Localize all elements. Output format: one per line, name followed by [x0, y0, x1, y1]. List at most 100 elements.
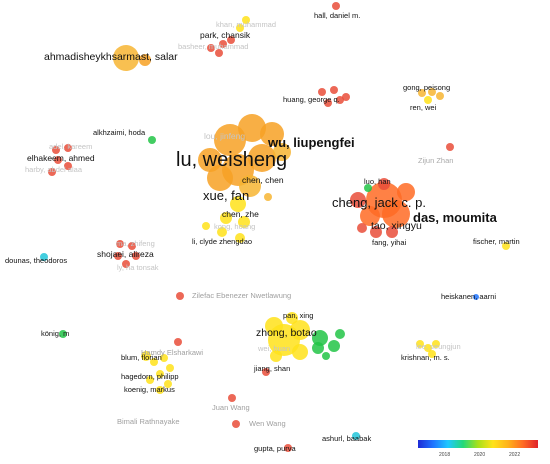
- author-label[interactable]: lu, weisheng: [176, 149, 288, 171]
- author-node[interactable]: [335, 329, 345, 339]
- author-label[interactable]: gong, peisong: [403, 83, 451, 92]
- author-node[interactable]: [357, 223, 367, 233]
- author-label[interactable]: Juan Wang: [212, 403, 250, 412]
- author-node[interactable]: [238, 114, 266, 142]
- author-label[interactable]: dounas, theodoros: [5, 256, 68, 265]
- author-node[interactable]: [364, 184, 372, 192]
- author-node[interactable]: [284, 444, 292, 452]
- author-node[interactable]: [352, 432, 360, 440]
- author-node[interactable]: [207, 44, 215, 52]
- author-node[interactable]: [64, 162, 72, 170]
- author-node[interactable]: [128, 242, 136, 250]
- author-node[interactable]: [397, 183, 415, 201]
- author-node[interactable]: [242, 16, 250, 24]
- author-node[interactable]: [502, 242, 510, 250]
- author-label[interactable]: huang, george q.: [283, 95, 340, 104]
- author-node[interactable]: [64, 144, 72, 152]
- author-label[interactable]: tao, xingyu: [371, 220, 422, 232]
- author-node[interactable]: [328, 340, 340, 352]
- author-node[interactable]: [332, 2, 340, 10]
- author-label[interactable]: wu, liupengfei: [268, 135, 355, 150]
- author-node[interactable]: [164, 380, 172, 388]
- author-node[interactable]: [217, 227, 227, 237]
- author-node[interactable]: [227, 36, 235, 44]
- author-label[interactable]: ren, wei: [410, 103, 437, 112]
- author-node[interactable]: [360, 206, 380, 226]
- author-node[interactable]: [236, 24, 244, 32]
- author-node[interactable]: [318, 88, 326, 96]
- author-label[interactable]: jiang, shan: [254, 364, 291, 373]
- author-node[interactable]: [238, 216, 250, 228]
- author-node[interactable]: [132, 252, 140, 260]
- author-node[interactable]: [239, 175, 261, 197]
- author-label[interactable]: hall, daniel m.: [314, 11, 361, 20]
- author-node[interactable]: [312, 342, 324, 354]
- author-label[interactable]: Hamdy Elsharkawi: [141, 348, 204, 357]
- author-node[interactable]: [114, 252, 122, 260]
- author-node[interactable]: [160, 354, 168, 362]
- author-node[interactable]: [214, 124, 246, 156]
- author-node[interactable]: [322, 352, 330, 360]
- author-label[interactable]: shojaei, alireza: [97, 249, 154, 259]
- author-node[interactable]: [174, 338, 182, 346]
- author-node[interactable]: [424, 344, 432, 352]
- author-node[interactable]: [207, 165, 233, 191]
- author-node[interactable]: [122, 260, 130, 268]
- author-node[interactable]: [432, 340, 440, 348]
- author-node[interactable]: [324, 99, 332, 107]
- author-label[interactable]: Bimali Rathnayake: [117, 417, 180, 426]
- author-label[interactable]: chen, chen: [242, 175, 284, 185]
- author-label[interactable]: das, moumita: [413, 210, 497, 225]
- author-node[interactable]: [336, 96, 344, 104]
- author-label[interactable]: fischer, martin: [473, 237, 520, 246]
- author-node[interactable]: [370, 226, 382, 238]
- author-label[interactable]: cheng, jack c. p.: [332, 195, 426, 210]
- author-label[interactable]: pan, xing: [283, 311, 314, 320]
- author-node[interactable]: [116, 240, 124, 248]
- author-label[interactable]: heiskanen, aarni: [441, 292, 497, 301]
- author-node[interactable]: [270, 350, 282, 362]
- author-label[interactable]: gupta, purva: [254, 444, 296, 453]
- author-label[interactable]: elhakeem, ahmed: [27, 153, 95, 163]
- author-node[interactable]: [342, 93, 350, 101]
- author-node[interactable]: [312, 330, 328, 346]
- author-node[interactable]: [54, 156, 62, 164]
- author-node[interactable]: [286, 312, 298, 324]
- author-node[interactable]: [202, 222, 210, 230]
- author-node[interactable]: [141, 351, 151, 361]
- author-node[interactable]: [424, 96, 432, 104]
- author-node[interactable]: [52, 146, 60, 154]
- author-node[interactable]: [59, 330, 67, 338]
- author-label[interactable]: luo, han: [364, 177, 391, 186]
- author-node[interactable]: [235, 233, 245, 243]
- author-label[interactable]: Wen Wang: [249, 419, 286, 428]
- author-node[interactable]: [262, 368, 270, 376]
- author-node[interactable]: [156, 386, 164, 394]
- author-label[interactable]: könig, m: [41, 329, 70, 338]
- author-node[interactable]: [139, 54, 151, 66]
- author-node[interactable]: [292, 344, 308, 360]
- author-node[interactable]: [378, 178, 390, 190]
- author-node[interactable]: [166, 364, 174, 372]
- author-node[interactable]: [382, 200, 410, 228]
- author-node[interactable]: [428, 88, 436, 96]
- author-node[interactable]: [113, 45, 139, 71]
- author-label[interactable]: blum, florian: [121, 353, 162, 362]
- author-node[interactable]: [220, 212, 232, 224]
- author-node[interactable]: [260, 122, 284, 146]
- author-node[interactable]: [416, 340, 424, 348]
- author-node[interactable]: [232, 420, 240, 428]
- author-node[interactable]: [330, 86, 338, 94]
- author-node[interactable]: [148, 136, 156, 144]
- author-label[interactable]: li, clyde zhengdao: [192, 237, 253, 246]
- author-node[interactable]: [176, 292, 184, 300]
- author-node[interactable]: [273, 143, 291, 161]
- author-node[interactable]: [436, 92, 444, 100]
- author-node[interactable]: [473, 294, 479, 300]
- author-label[interactable]: park, chansik: [200, 30, 251, 40]
- author-label[interactable]: Zijun Zhan: [418, 156, 454, 165]
- author-node[interactable]: [350, 192, 366, 208]
- author-node[interactable]: [156, 370, 164, 378]
- author-node[interactable]: [264, 193, 272, 201]
- author-label[interactable]: ashurl, baabak: [322, 434, 372, 443]
